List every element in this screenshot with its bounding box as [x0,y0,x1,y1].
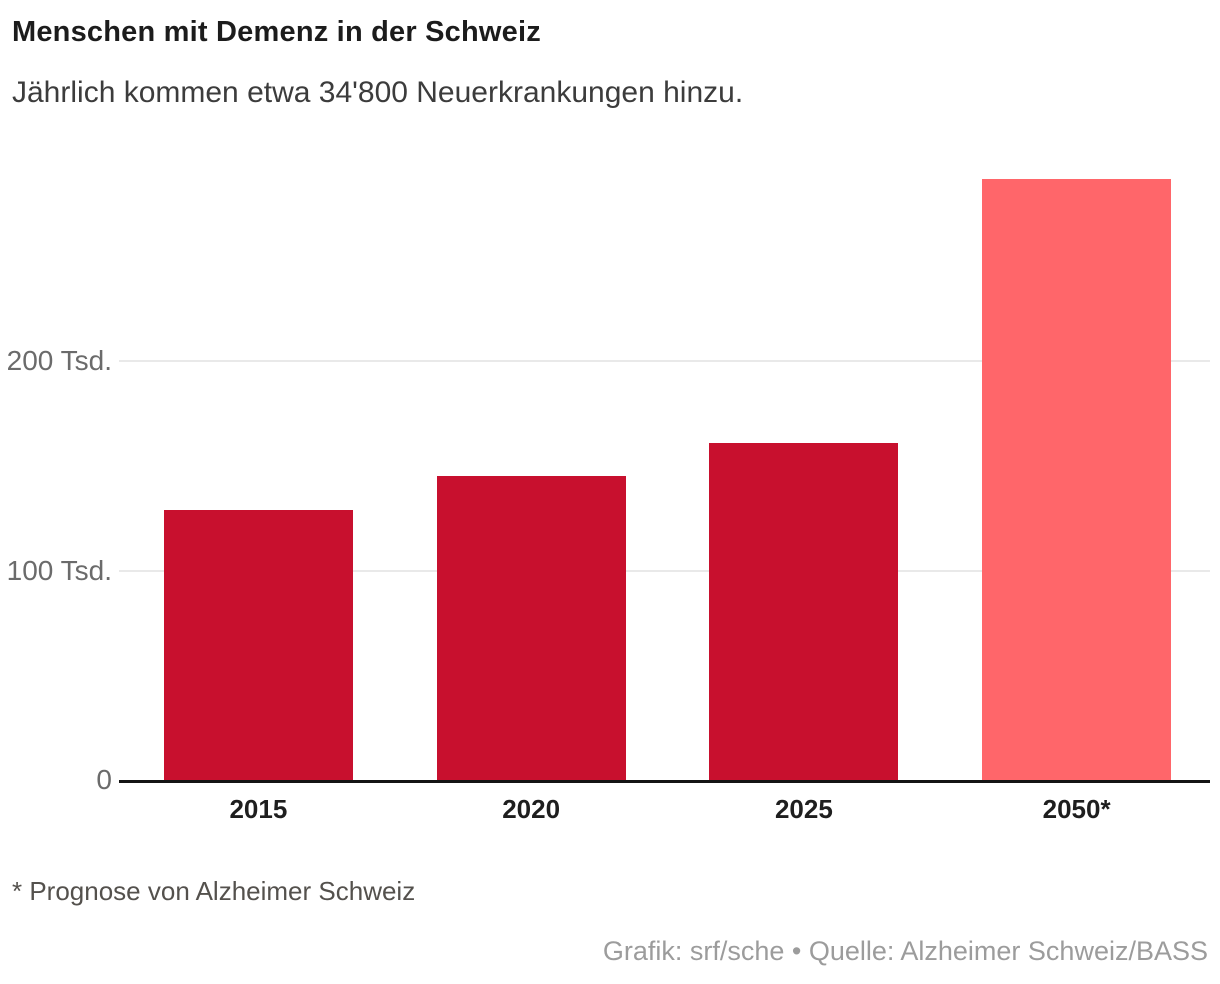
chart-subtitle: Jährlich kommen etwa 34'800 Neuerkrankun… [12,76,744,109]
bar-2020 [436,476,626,780]
y-axis-tick-label: 0 [96,764,112,795]
gridline-100 [119,569,1210,572]
y-axis-tick-label: 200 Tsd. [6,345,112,377]
bar-2025 [709,442,899,780]
chart-title: Menschen mit Demenz in der Schweiz [12,16,541,48]
x-axis-label-2020: 2020 [502,794,561,824]
x-axis-label-2015: 2015 [229,794,288,824]
gridline-200 [119,360,1210,363]
x-axis-line [119,780,1210,783]
bar-2015 [163,509,353,780]
x-axis-label-2025: 2025 [774,794,833,824]
footnote: * Prognose von Alzheimer Schweiz [12,876,416,906]
bar-2050 [982,178,1172,780]
y-axis-tick-label: 100 Tsd. [6,554,112,586]
x-axis-label-2050: 2050* [1042,794,1111,824]
source-credit: Grafik: srf/sche • Quelle: Alzheimer Sch… [602,936,1208,966]
